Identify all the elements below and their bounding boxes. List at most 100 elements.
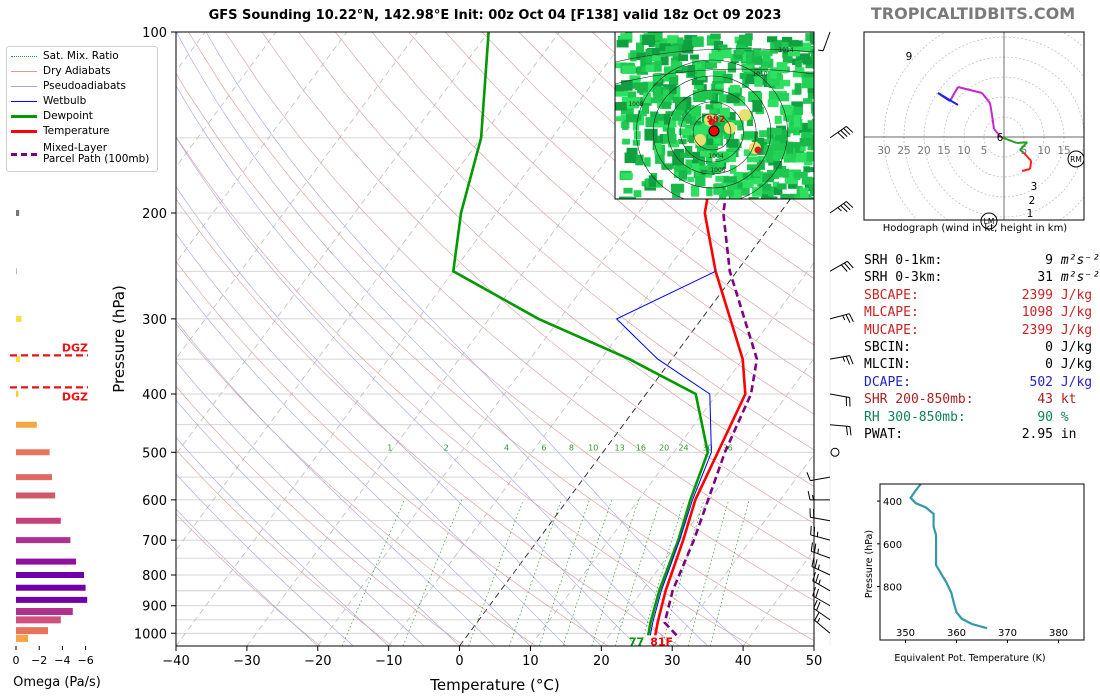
precip-cell — [685, 159, 692, 167]
precip-cell — [799, 122, 813, 133]
precip-cell — [665, 46, 679, 57]
legend-item: Dry Adiabats — [11, 66, 111, 77]
precip-cell — [786, 113, 794, 122]
dry-adiabat — [176, 198, 680, 646]
stat-label: MLCIN: — [864, 357, 911, 373]
precip-cell — [671, 110, 681, 121]
precip-cell — [764, 144, 777, 151]
isobar-contour — [615, 68, 814, 85]
precip-cell — [670, 61, 683, 70]
precip-cell — [670, 57, 681, 66]
precip-cell — [776, 62, 788, 74]
omega-bar — [16, 492, 56, 499]
hodograph-segment — [993, 128, 1002, 138]
storm-motion-label: RM — [1070, 155, 1082, 164]
precip-cell — [737, 122, 744, 131]
omega-axis-label: Omega (Pa/s) — [13, 675, 101, 690]
precip-cell — [761, 194, 768, 199]
precip-cell — [715, 83, 724, 89]
omega-bar — [16, 421, 37, 428]
precip-cell — [751, 131, 758, 142]
precip-cell — [734, 36, 742, 44]
precip-cell — [654, 86, 662, 95]
omega-bar — [16, 356, 20, 363]
stat-value: 0 — [1045, 340, 1053, 356]
precip-cell — [682, 39, 696, 47]
stat-label: SBCIN: — [864, 340, 911, 356]
wind-barb — [807, 490, 830, 501]
legend-label: Sat. Mix. Ratio — [43, 50, 119, 62]
omega-bar — [16, 537, 71, 544]
precip-cell — [753, 67, 763, 79]
precip-cell — [674, 101, 687, 110]
precip-cell — [757, 137, 765, 144]
precip-cell — [678, 128, 692, 136]
stat-label: SRH 0-3km: — [864, 270, 943, 286]
precip-cell — [796, 186, 803, 197]
pseudoadiabat — [176, 136, 638, 646]
precip-cell — [723, 132, 735, 139]
legend-item: Sat. Mix. Ratio — [11, 51, 119, 62]
precip-cell — [720, 189, 727, 197]
pseudoadiabat — [176, 437, 389, 646]
pseudoadiabat — [176, 360, 460, 646]
theta-e-panel: 350 360 370 380 400 600 800 Equivalent Pot. Tem… — [864, 483, 1085, 664]
y-tick-label: 100 — [142, 26, 167, 41]
precip-cell — [661, 164, 673, 170]
precip-cell — [775, 92, 790, 102]
precip-cell — [678, 170, 688, 179]
legend-swatch — [11, 86, 37, 87]
precip-cell — [723, 176, 737, 183]
mixing-ratio-line — [591, 499, 640, 646]
precip-cell — [763, 138, 775, 145]
storm-motion-label: LM — [984, 217, 995, 226]
precip-cell — [726, 182, 738, 194]
precip-cell — [730, 165, 737, 174]
mixing-ratio-line — [341, 499, 405, 646]
hodograph: 30 25 20 15 10 5 5 10 15 12 3 6 9 RM LM — [863, 31, 1085, 230]
theta-e-y-tick-label: 800 — [883, 583, 902, 594]
wind-barb — [814, 612, 831, 634]
stat-label: MUCAPE: — [864, 322, 919, 338]
precip-cell — [673, 148, 685, 160]
precip-cell — [758, 183, 772, 191]
precip-cell — [709, 107, 717, 116]
omega-bar — [16, 616, 61, 624]
precip-cell — [626, 114, 638, 123]
heavy-precip — [739, 109, 751, 121]
wind-barb — [829, 393, 851, 407]
precip-cell — [812, 125, 814, 136]
precip-cell — [762, 173, 774, 183]
hodograph-ring-label: 10 — [957, 145, 970, 157]
stat-row: DCAPE: 502 J/kg — [864, 374, 1100, 391]
precip-cell — [691, 184, 700, 197]
precip-cell — [615, 84, 625, 92]
isotherm-line — [317, 32, 773, 646]
precip-cell — [705, 104, 714, 110]
omega-bar — [16, 315, 22, 322]
series-mixed-layer-parcel-path-100mb- — [663, 32, 759, 637]
hodograph-ring-label: 20 — [917, 145, 930, 157]
mixing-ratio-line — [687, 499, 730, 646]
precip-cell — [790, 152, 800, 161]
precip-cell — [681, 45, 694, 54]
precip-cell — [776, 41, 789, 51]
precip-cell — [697, 140, 709, 152]
y-tick-label: 400 — [142, 388, 167, 403]
precip-cell — [807, 145, 814, 151]
precip-cell — [813, 56, 814, 65]
precip-cell — [621, 80, 633, 91]
stats-panel: SRH 0-1km: 9 m²s⁻² SRH 0-3km: 31 m²s⁻² SBCAP… — [864, 252, 1100, 443]
precip-cell — [795, 67, 805, 73]
precip-cell — [701, 123, 712, 130]
map-pressure-label: 992 — [707, 115, 726, 125]
hodograph-ring-label: 15 — [1057, 145, 1070, 157]
precip-cell — [759, 130, 773, 138]
wind-barb — [812, 587, 831, 607]
precip-cell — [642, 35, 656, 46]
precip-cell — [739, 34, 752, 47]
omega-bar — [16, 209, 20, 216]
wind-barb — [829, 313, 854, 323]
precip-cell — [708, 53, 722, 64]
pseudoadiabat — [176, 399, 425, 646]
